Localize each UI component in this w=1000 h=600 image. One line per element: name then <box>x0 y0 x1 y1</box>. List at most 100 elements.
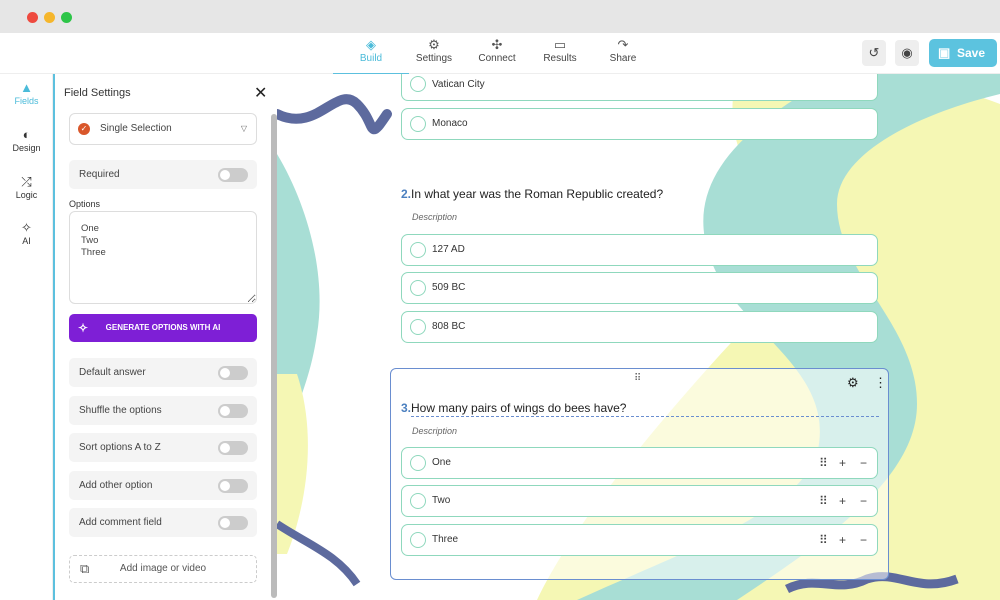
required-toggle[interactable] <box>218 168 248 182</box>
toggle-label: Shuffle the options <box>79 405 162 416</box>
shapes-icon: ▲ <box>20 80 33 95</box>
toggle-label: Default answer <box>79 367 146 378</box>
add-image-video-button[interactable]: ⧉ Add image or video <box>69 555 257 583</box>
save-label: Save <box>957 46 986 60</box>
drag-handle-icon[interactable]: ⠿ <box>634 373 642 384</box>
rail-item-design[interactable]: ◐ Design <box>0 127 53 153</box>
rail-label: Design <box>12 143 41 153</box>
tab-build[interactable]: ◈ Build <box>333 37 409 76</box>
tab-label: Settings <box>415 53 453 64</box>
radio-icon <box>410 280 426 296</box>
q3-option[interactable]: One ⠿ + − <box>401 447 878 479</box>
puzzle-icon: ✣ <box>491 37 503 52</box>
question-3-title[interactable]: 3.How many pairs of wings do bees have? <box>401 401 626 415</box>
tab-connect[interactable]: ✣ Connect <box>467 37 527 64</box>
title-underline <box>411 416 879 417</box>
default-answer-toggle[interactable] <box>218 366 248 380</box>
share-icon: ↷ <box>617 37 629 52</box>
toggle-label: Sort options A to Z <box>79 442 161 453</box>
option-label: Monaco <box>432 118 468 129</box>
q2-option[interactable]: 509 BC <box>401 272 878 304</box>
gear-icon[interactable]: ⚙ <box>847 375 859 390</box>
sort-toggle[interactable] <box>218 441 248 455</box>
options-textarea[interactable]: One Two Three <box>69 211 257 304</box>
more-vertical-icon[interactable]: ⋮ <box>874 375 887 390</box>
field-type-select[interactable]: ✓ Single Selection ▽ <box>69 113 257 145</box>
tab-results[interactable]: ▭ Results <box>530 37 590 64</box>
panel-scrollbar[interactable] <box>271 114 277 598</box>
history-button[interactable]: ↺ <box>862 40 886 66</box>
question-3-description[interactable]: Description <box>412 426 458 436</box>
close-icon: ✕ <box>254 85 268 102</box>
rail-item-logic[interactable]: ⤮ Logic <box>0 174 53 200</box>
eye-icon: ◉ <box>901 45 913 60</box>
remove-option-icon[interactable]: − <box>860 494 868 508</box>
required-label: Required <box>79 169 120 180</box>
option-label: Two <box>432 495 451 506</box>
option-monaco[interactable]: Monaco <box>401 108 878 140</box>
radio-icon <box>410 242 426 258</box>
form-canvas: Vatican City Monaco 2.In what year was t… <box>277 74 1000 600</box>
radio-icon <box>410 319 426 335</box>
layers-icon: ◈ <box>366 37 376 52</box>
add-option-icon[interactable]: + <box>839 456 847 470</box>
add-option-icon[interactable]: + <box>839 533 847 547</box>
field-settings-panel: Field Settings ✕ ✓ Single Selection ▽ Re… <box>53 74 277 600</box>
option-label: Three <box>432 534 459 545</box>
preview-button[interactable]: ◉ <box>895 40 919 66</box>
field-type-value: Single Selection <box>100 123 172 134</box>
remove-option-icon[interactable]: − <box>860 533 868 547</box>
tab-settings[interactable]: ⚙ Settings <box>404 37 464 64</box>
tab-share[interactable]: ↷ Share <box>593 37 653 64</box>
radio-icon <box>410 493 426 509</box>
check-circle-icon: ✓ <box>78 123 90 135</box>
save-button[interactable]: ▣ Save <box>929 39 997 67</box>
palette-icon: ◐ <box>22 127 31 142</box>
remove-option-icon[interactable]: − <box>860 456 868 470</box>
rail-label: AI <box>22 236 31 246</box>
option-label: 808 BC <box>432 321 466 332</box>
history-icon: ↺ <box>868 45 880 60</box>
maximize-window-button[interactable] <box>61 12 72 23</box>
toggle-label: Add other option <box>79 480 153 491</box>
radio-icon <box>410 116 426 132</box>
option-label: One <box>432 457 451 468</box>
add-media-label: Add image or video <box>119 563 207 574</box>
rail-item-fields[interactable]: ▲ Fields <box>0 80 53 106</box>
question-2-description[interactable]: Description <box>412 212 458 222</box>
rail-item-ai[interactable]: ✧ AI <box>0 220 53 246</box>
add-option-icon[interactable]: + <box>839 494 847 508</box>
q3-option[interactable]: Three ⠿ + − <box>401 524 878 556</box>
q2-option[interactable]: 808 BC <box>401 311 878 343</box>
question-2-title[interactable]: 2.In what year was the Roman Republic cr… <box>401 187 663 201</box>
gear-icon: ⚙ <box>428 37 440 52</box>
rail-label: Logic <box>15 190 38 200</box>
options-label: Options <box>69 199 101 209</box>
drag-handle-icon[interactable]: ⠿ <box>819 494 828 508</box>
drag-handle-icon[interactable]: ⠿ <box>819 456 828 470</box>
drag-handle-icon[interactable]: ⠿ <box>819 533 828 547</box>
close-window-button[interactable] <box>27 12 38 23</box>
question-text: How many pairs of wings do bees have? <box>411 401 627 415</box>
shuffle-icon: ⤮ <box>21 174 32 189</box>
option-vatican-city[interactable]: Vatican City <box>401 74 878 101</box>
q2-option[interactable]: 127 AD <box>401 234 878 266</box>
generate-options-ai-button[interactable]: ✧ GENERATE OPTIONS WITH AI <box>69 314 257 342</box>
inbox-icon: ▭ <box>553 37 567 52</box>
question-number: 2. <box>401 187 412 201</box>
minimize-window-button[interactable] <box>44 12 55 23</box>
radio-icon <box>410 532 426 548</box>
comment-toggle[interactable] <box>218 516 248 530</box>
toggle-row-shuffle: Shuffle the options <box>69 396 257 425</box>
q3-option[interactable]: Two ⠿ + − <box>401 485 878 517</box>
tab-label: Results <box>543 53 577 64</box>
option-label: 509 BC <box>432 282 466 293</box>
other-option-toggle[interactable] <box>218 479 248 493</box>
rail-label: Fields <box>14 96 39 106</box>
tab-label: Share <box>609 53 637 64</box>
question-text: In what year was the Roman Republic crea… <box>411 187 664 201</box>
shuffle-toggle[interactable] <box>218 404 248 418</box>
sparkles-icon: ✧ <box>78 321 89 335</box>
option-label: Vatican City <box>432 79 485 90</box>
close-panel-button[interactable]: ✕ <box>254 83 267 103</box>
